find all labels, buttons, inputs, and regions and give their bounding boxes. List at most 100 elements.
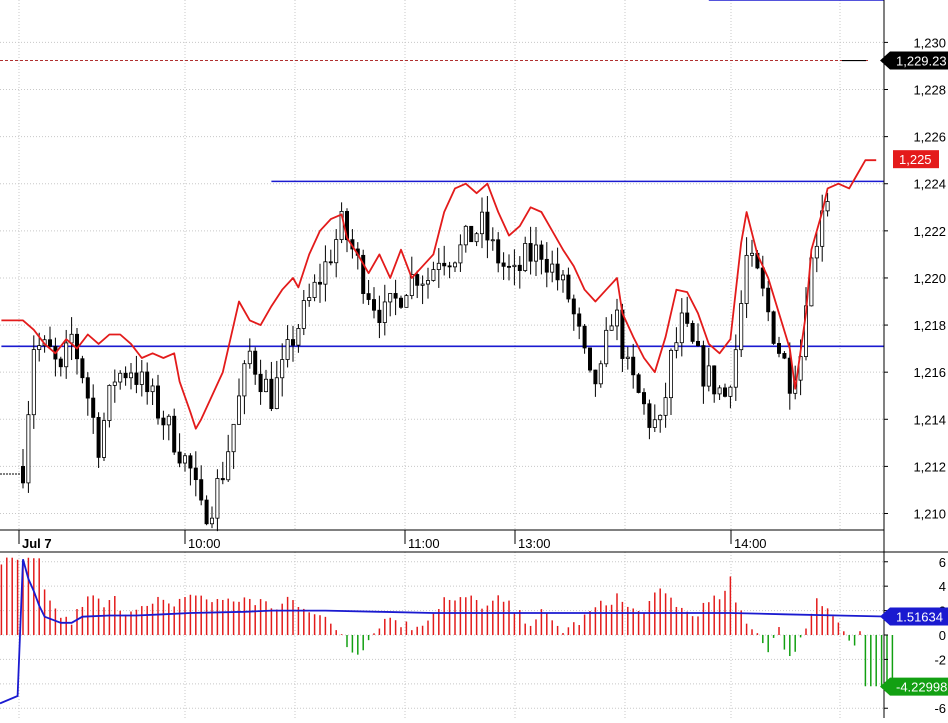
candlestick[interactable] [188, 453, 193, 486]
candlestick[interactable] [263, 369, 268, 393]
candlestick[interactable] [496, 232, 501, 273]
candlestick[interactable] [469, 225, 474, 243]
candlestick[interactable] [215, 469, 220, 532]
candlestick[interactable] [690, 320, 695, 344]
candlestick[interactable] [20, 449, 25, 489]
candlestick[interactable] [280, 343, 285, 397]
oscillator-panel[interactable] [0, 557, 894, 705]
candlestick[interactable] [404, 293, 409, 308]
candlestick[interactable] [474, 231, 479, 247]
candlestick[interactable] [782, 351, 787, 360]
candlestick[interactable] [339, 202, 344, 244]
candlestick[interactable] [344, 208, 349, 253]
candlestick[interactable] [247, 338, 252, 369]
candlestick[interactable] [118, 370, 123, 390]
candlestick[interactable] [242, 360, 247, 415]
candlestick[interactable] [328, 249, 333, 266]
candlestick[interactable] [155, 374, 160, 425]
candlestick[interactable] [128, 362, 133, 390]
candlestick[interactable] [209, 506, 214, 529]
candlestick[interactable] [636, 372, 641, 394]
candlestick[interactable] [296, 323, 301, 353]
candlestick[interactable] [544, 242, 549, 288]
candlestick[interactable] [447, 261, 452, 279]
candlestick[interactable] [307, 283, 312, 307]
candlestick[interactable] [166, 414, 171, 441]
candlestick[interactable] [231, 423, 236, 469]
candlestick[interactable] [566, 267, 571, 303]
candlestick[interactable] [717, 385, 722, 400]
candlestick[interactable] [771, 310, 776, 345]
candlestick[interactable] [647, 399, 652, 440]
candlestick[interactable] [452, 261, 457, 272]
candlestick[interactable] [371, 287, 376, 319]
candlestick[interactable] [479, 197, 484, 249]
candlestick[interactable] [571, 294, 576, 331]
candlestick[interactable] [825, 192, 830, 217]
candlestick[interactable] [317, 263, 322, 303]
candlestick[interactable] [485, 196, 490, 259]
candlestick[interactable] [177, 433, 182, 468]
candlestick[interactable] [96, 412, 101, 468]
candlestick[interactable] [139, 360, 144, 397]
candlestick[interactable] [415, 270, 420, 299]
candlestick[interactable] [631, 343, 636, 389]
candlestick[interactable] [134, 355, 139, 394]
candlestick[interactable] [814, 232, 819, 273]
candlestick[interactable] [766, 280, 771, 322]
candlestick[interactable] [285, 325, 290, 368]
candlestick[interactable] [523, 236, 528, 273]
candlestick[interactable] [577, 307, 582, 340]
candlestick[interactable] [750, 239, 755, 267]
candlestick[interactable] [398, 295, 403, 309]
candlestick[interactable] [48, 326, 53, 348]
candlestick[interactable] [236, 378, 241, 425]
candlestick[interactable] [506, 254, 511, 281]
candlestick[interactable] [723, 383, 728, 398]
candlestick[interactable] [301, 289, 306, 336]
candlestick[interactable] [182, 453, 187, 472]
candlestick[interactable] [431, 261, 436, 282]
candlestick[interactable] [625, 346, 630, 370]
candlestick[interactable] [31, 335, 36, 429]
candlestick[interactable] [685, 296, 690, 327]
candlestick[interactable] [382, 284, 387, 336]
candlestick[interactable] [193, 451, 198, 497]
candlestick[interactable] [777, 336, 782, 358]
candlestick[interactable] [539, 240, 544, 275]
overlay-red-line[interactable] [1, 159, 877, 430]
candlestick[interactable] [744, 237, 749, 319]
candlestick[interactable] [91, 384, 96, 434]
candlestick[interactable] [658, 414, 663, 433]
candlestick[interactable] [226, 434, 231, 482]
candlestick[interactable] [80, 355, 85, 384]
candlestick[interactable] [652, 404, 657, 433]
candlestick[interactable] [361, 249, 366, 304]
candlestick[interactable] [733, 334, 738, 401]
candlestick[interactable] [674, 327, 679, 359]
candlestick[interactable] [528, 226, 533, 275]
candlestick[interactable] [728, 385, 733, 409]
candlestick[interactable] [679, 298, 684, 357]
candlestick[interactable] [425, 267, 430, 299]
candlestick[interactable] [393, 279, 398, 316]
candlestick[interactable] [150, 378, 155, 406]
candlestick[interactable] [550, 250, 555, 283]
candlestick[interactable] [312, 274, 317, 302]
candlestick[interactable] [253, 347, 258, 385]
candlestick[interactable] [517, 256, 522, 289]
candlestick[interactable] [501, 252, 506, 280]
candlestick[interactable] [555, 247, 560, 291]
candlestick[interactable] [739, 290, 744, 357]
candlestick[interactable] [442, 245, 447, 276]
candlestick[interactable] [706, 347, 711, 392]
candlestick[interactable] [290, 325, 295, 362]
candlestick[interactable] [458, 234, 463, 272]
candlestick[interactable] [436, 248, 441, 288]
candlestick[interactable] [598, 360, 603, 388]
candlestick[interactable] [199, 465, 204, 506]
candlestick[interactable] [582, 324, 587, 354]
candlestick[interactable] [463, 224, 468, 253]
candlestick[interactable] [701, 340, 706, 404]
candlestick[interactable] [588, 347, 593, 373]
